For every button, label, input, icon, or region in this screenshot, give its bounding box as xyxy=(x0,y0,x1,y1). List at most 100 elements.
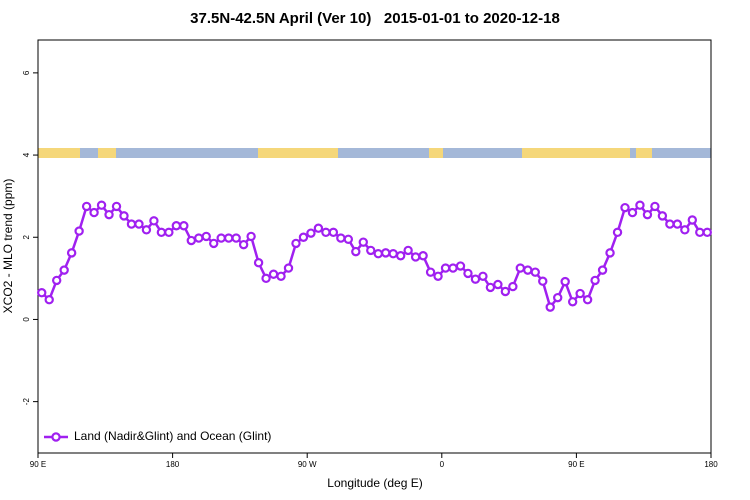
data-point xyxy=(201,231,211,242)
data-point xyxy=(508,281,518,292)
data-point xyxy=(590,275,600,286)
data-point xyxy=(627,207,638,218)
data-point xyxy=(216,233,226,243)
data-point xyxy=(268,269,279,279)
x-tick-label: 90 W xyxy=(298,460,317,469)
data-point xyxy=(680,225,690,235)
legend-marker xyxy=(51,432,61,442)
data-point xyxy=(448,263,458,273)
data-point xyxy=(687,215,698,225)
data-point xyxy=(433,271,443,281)
data-point xyxy=(493,279,503,290)
data-point xyxy=(553,292,563,303)
data-point xyxy=(478,271,488,281)
data-point xyxy=(343,234,354,245)
data-point xyxy=(538,276,548,286)
data-point xyxy=(59,265,69,275)
data-point xyxy=(276,271,286,281)
data-point xyxy=(695,227,705,238)
data-point xyxy=(403,245,413,256)
land-strip xyxy=(522,148,630,158)
x-axis-label: Longitude (deg E) xyxy=(327,476,422,490)
data-point xyxy=(89,207,99,218)
data-point xyxy=(81,201,92,212)
data-point xyxy=(575,288,585,299)
data-point xyxy=(96,200,107,210)
x-tick-label: 90 E xyxy=(568,460,584,469)
x-tick-label: 180 xyxy=(166,460,180,469)
legend-entry: Land (Nadir&Glint) and Ocean (Glint) xyxy=(44,429,271,443)
data-point xyxy=(209,238,219,249)
y-tick-label: 4 xyxy=(22,152,31,157)
data-point xyxy=(418,251,428,261)
data-point xyxy=(455,261,466,271)
data-point xyxy=(111,201,122,212)
data-point xyxy=(328,227,339,238)
data-point xyxy=(291,238,301,249)
data-point xyxy=(702,227,712,238)
data-point xyxy=(657,211,668,221)
data-point xyxy=(515,263,526,273)
data-point xyxy=(470,274,481,284)
data-point xyxy=(149,216,159,226)
x-tick-label: 90 E xyxy=(30,460,46,469)
y-axis-label: XCO2 - MLO trend (ppm) xyxy=(1,179,15,314)
data-point xyxy=(44,295,54,305)
data-point xyxy=(134,219,144,229)
data-point xyxy=(358,237,368,247)
data-point xyxy=(463,268,473,279)
data-point xyxy=(388,248,398,259)
data-point xyxy=(171,221,182,231)
y-tick-label: -2 xyxy=(22,398,31,406)
data-point xyxy=(298,232,309,242)
data-point xyxy=(567,297,578,307)
data-point xyxy=(126,219,137,229)
data-point xyxy=(605,248,615,258)
land-strip xyxy=(38,148,80,158)
data-point xyxy=(620,202,630,213)
data-point xyxy=(336,233,346,243)
data-point xyxy=(635,200,645,210)
data-point xyxy=(321,227,331,238)
data-point xyxy=(164,227,174,238)
data-point xyxy=(313,223,324,233)
data-point xyxy=(500,286,511,297)
data-point xyxy=(253,258,264,268)
ocean-strip xyxy=(38,148,711,158)
y-tick-label: 6 xyxy=(22,70,31,75)
data-point xyxy=(650,201,660,212)
data-point xyxy=(306,228,316,238)
data-point xyxy=(373,248,383,259)
data-point xyxy=(119,211,129,221)
data-point xyxy=(231,233,241,243)
data-point xyxy=(582,295,593,305)
plot-frame xyxy=(37,39,712,454)
y-tick-label: 0 xyxy=(22,317,31,322)
data-point xyxy=(560,276,570,287)
x-tick-label: 0 xyxy=(440,460,445,469)
data-point xyxy=(440,263,451,273)
data-point xyxy=(351,246,361,257)
data-point xyxy=(381,248,391,258)
data-point xyxy=(246,231,256,242)
data-point xyxy=(545,302,555,312)
data-point xyxy=(366,245,376,256)
land-strip xyxy=(429,148,443,158)
data-point xyxy=(665,219,675,229)
data-point xyxy=(395,251,406,261)
data-point xyxy=(223,233,234,243)
land-strip xyxy=(636,148,652,158)
data-point xyxy=(485,282,496,293)
y-tick-label: 2 xyxy=(22,234,31,239)
data-point xyxy=(261,273,271,284)
data-point xyxy=(74,226,84,236)
data-point xyxy=(104,209,114,220)
data-point xyxy=(410,252,421,262)
data-point xyxy=(141,225,152,235)
x-tick-label: 180 xyxy=(704,460,718,469)
data-point xyxy=(194,233,204,243)
data-point xyxy=(597,265,608,275)
data-point xyxy=(642,209,653,220)
data-point xyxy=(186,235,196,246)
